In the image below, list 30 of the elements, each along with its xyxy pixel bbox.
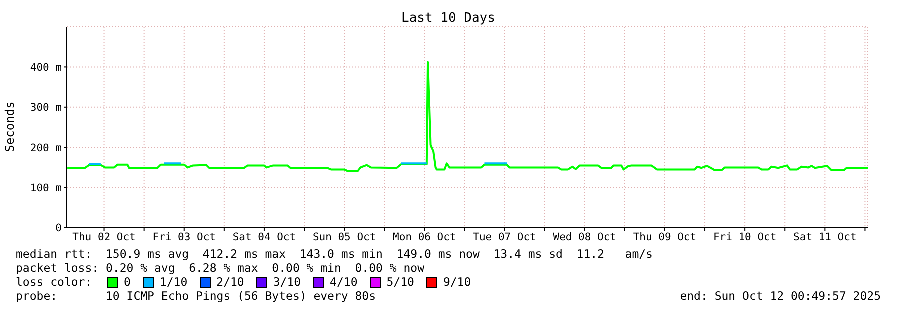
text: packet loss: 0.20 % avg 6.28 % max 0.00 % min 0.00 % now [16, 261, 426, 275]
x-tick-label: Sun 05 Oct [312, 231, 376, 244]
x-tick-label: Tue 07 Oct [473, 231, 536, 244]
legend-title: loss color: [16, 275, 94, 289]
chart-title: Last 10 Days [400, 11, 496, 26]
legend-label: 3/10 [273, 275, 302, 289]
y-tick-label: 200 m [30, 142, 62, 154]
x-tick-label: Sat 11 Oct [794, 231, 857, 244]
legend-label: 9/10 [443, 275, 472, 289]
y-tick-label: 100 m [30, 182, 62, 195]
legend-label: 1/10 [160, 275, 188, 289]
legend-label: 2/10 [216, 275, 244, 289]
text: end: Sun Oct 12 00:49:57 2025 [680, 289, 881, 303]
legend-label: 0 [124, 275, 131, 289]
line-series [67, 61, 868, 172]
y-tick-label: 400 m [30, 62, 62, 74]
text: probe: 10 ICMP Echo Pings (56 Bytes) every 80s [16, 289, 378, 303]
legend-label: 4/10 [330, 275, 358, 289]
x-tick-label: Wed 08 Oct [553, 231, 616, 244]
y-axis-title: Seconds [3, 102, 17, 152]
x-tick-label: Sat 04 Oct [232, 231, 296, 244]
x-tick-label: Thu 09 Oct [633, 231, 697, 244]
x-tick-label: Fri 03 Oct [152, 231, 216, 244]
y-tick-label: 300 m [30, 102, 62, 114]
x-tick-label: Fri 10 Oct [713, 231, 777, 244]
x-tick-label: Mon 06 Oct [393, 231, 456, 244]
legend-label: 5/10 [386, 275, 414, 289]
x-tick-label: Thu 02 Oct [72, 231, 136, 244]
y-tick-label: 0 [56, 222, 62, 235]
text: median rtt: 150.9 ms avg 412.2 ms max 143.0 ms min 149.0 ms now 13.4 ms sd 11.2 am/s [16, 247, 653, 261]
